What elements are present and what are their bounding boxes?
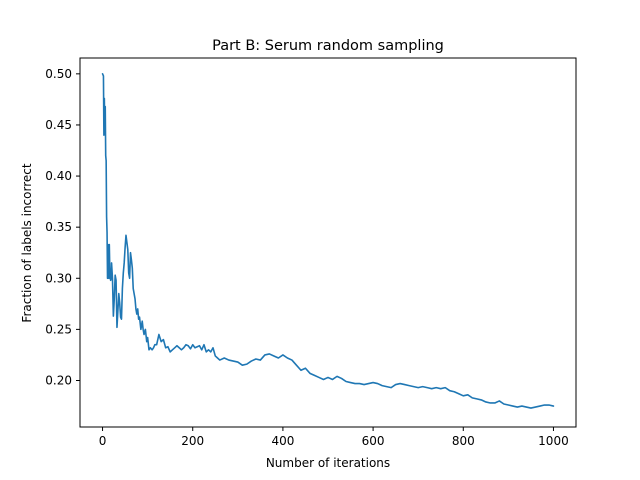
- plot-frame: [79, 57, 577, 428]
- y-tick-label: 0.20: [45, 373, 72, 387]
- series-line-0: [101, 73, 555, 409]
- x-axis-label: Number of iterations: [266, 456, 390, 470]
- x-tick-label: 1000: [538, 434, 569, 448]
- x-tick-label: 0: [99, 434, 107, 448]
- chart-title: Part B: Serum random sampling: [212, 38, 444, 54]
- y-tick-label: 0.30: [45, 271, 72, 285]
- ticks-layer: 0 200 400 600 800 1000 0.20 0.25 0.30 0.35 0.40 0.4…: [45, 67, 568, 448]
- y-tick-label: 0.50: [45, 67, 72, 81]
- y-tick-label: 0.45: [45, 118, 72, 132]
- y-tick-label: 0.25: [45, 322, 72, 336]
- y-axis-label: Fraction of labels incorrect: [20, 163, 34, 322]
- y-tick-label: 0.40: [45, 169, 72, 183]
- plot-area: [80, 58, 576, 427]
- x-tick-label: 600: [362, 434, 385, 448]
- x-tick-label: 400: [271, 434, 294, 448]
- y-tick-label: 0.35: [45, 220, 72, 234]
- series-layer: [101, 73, 555, 409]
- x-tick-label: 200: [181, 434, 204, 448]
- x-tick-label: 800: [452, 434, 475, 448]
